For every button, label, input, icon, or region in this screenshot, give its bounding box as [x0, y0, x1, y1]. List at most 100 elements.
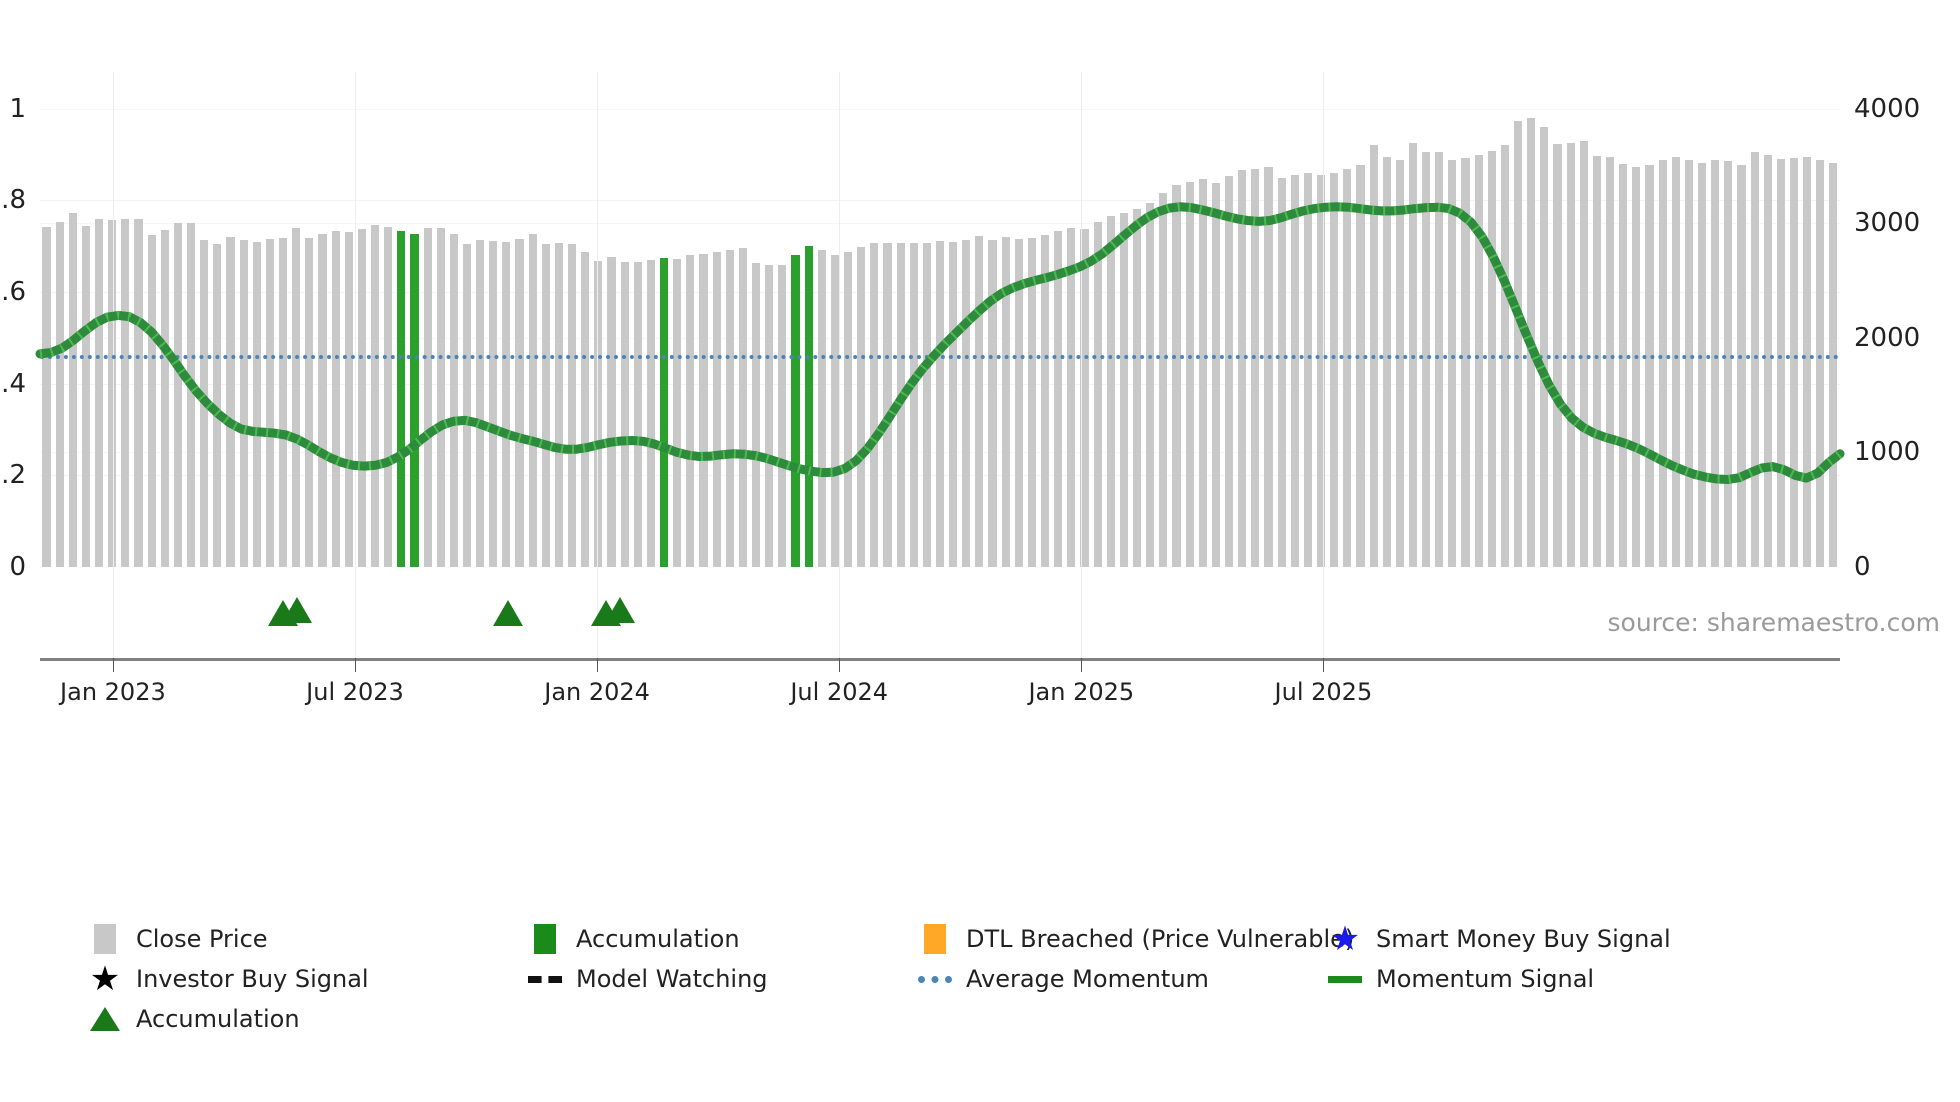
close-price-bar — [1277, 178, 1286, 567]
accumulation-bar — [410, 234, 419, 567]
close-price-bar — [265, 239, 274, 567]
close-price-bar — [1632, 166, 1641, 567]
right-axis-tick-label: 3000 — [1854, 208, 1921, 239]
close-price-bar — [1238, 169, 1247, 567]
close-price-bar — [489, 241, 498, 567]
close-price-bar — [68, 212, 77, 567]
close-price-bar — [1093, 222, 1102, 567]
legend-item[interactable]: Momentum Signal — [1328, 960, 1594, 998]
plot-area: 0 0.2 0.4 0.6 0.8 1 0 1000 2000 3000 4000 — [0, 72, 1920, 580]
close-price-bar — [1474, 154, 1483, 567]
accumulation-triangle-icon — [605, 597, 636, 623]
accumulation-triangle-icon — [493, 600, 523, 626]
right-axis-tick-label: 4000 — [1854, 93, 1921, 124]
close-price-bar — [568, 243, 577, 567]
chart-legend: Close Price Accumulation DTL Breached (Pri… — [88, 920, 1888, 1040]
x-gridline — [839, 72, 841, 658]
close-price-bar — [765, 265, 774, 567]
legend-item[interactable]: Accumulation — [88, 1000, 300, 1038]
momentum-signal-line — [35, 202, 1845, 484]
close-price-bar — [1303, 172, 1312, 567]
close-price-bar — [699, 253, 708, 567]
left-axis-tick-label: 0.6 — [0, 277, 26, 307]
x-tick-mark — [1323, 658, 1325, 672]
gridline — [40, 108, 1840, 110]
close-price-bar — [1172, 185, 1181, 567]
close-price-bar — [1080, 228, 1089, 567]
close-price-bar — [1185, 182, 1194, 567]
legend-item[interactable]: Close Price — [88, 920, 268, 958]
close-price-bar — [1224, 175, 1234, 567]
legend-item[interactable]: ★ Smart Money Buy Signal — [1328, 920, 1671, 958]
close-price-bar — [1750, 152, 1759, 567]
legend-label: Smart Money Buy Signal — [1376, 925, 1671, 953]
close-price-bar — [1606, 157, 1615, 567]
x-tick-label: Jul 2025 — [1274, 678, 1373, 706]
average-momentum-line — [40, 355, 1840, 360]
legend-item[interactable]: ★ Investor Buy Signal — [88, 960, 369, 998]
close-price-bar — [173, 223, 183, 567]
source-watermark: source: sharemaestro.com — [1607, 608, 1941, 637]
close-price-bar — [1382, 157, 1391, 567]
close-price-bar — [1789, 157, 1799, 567]
close-price-bar — [988, 239, 997, 567]
x-tick-mark — [597, 658, 599, 672]
close-price-bar — [962, 239, 971, 567]
close-price-bar — [1133, 208, 1142, 567]
close-price-bar — [1119, 212, 1128, 567]
orange-square-swatch — [918, 922, 952, 956]
close-price-bar — [1106, 216, 1115, 567]
x-tick-label: Jan 2023 — [60, 678, 166, 706]
close-price-bar — [1829, 162, 1838, 567]
legend-item[interactable]: Model Watching — [528, 960, 768, 998]
close-price-bar — [436, 228, 445, 567]
legend-item[interactable]: Average Momentum — [918, 960, 1209, 998]
x-gridline — [355, 72, 356, 658]
close-price-bar — [370, 224, 380, 567]
close-price-bar — [331, 231, 340, 567]
blue-star-swatch: ★ — [1329, 919, 1361, 959]
close-price-bar — [423, 228, 432, 567]
momentum-signal-path — [35, 202, 1845, 484]
left-axis-tick-label: 0.2 — [0, 460, 26, 491]
x-axis-line — [40, 658, 1840, 661]
close-price-bar — [1014, 239, 1023, 567]
right-axis-tick-label: 2000 — [1854, 322, 1921, 353]
close-price-bar — [778, 264, 787, 567]
gridline — [40, 223, 1840, 225]
close-price-bar — [42, 227, 51, 567]
close-price-bar — [1776, 159, 1785, 567]
close-price-bar — [528, 233, 537, 567]
close-price-bar — [226, 237, 235, 567]
legend-label: Momentum Signal — [1376, 965, 1595, 993]
legend-item[interactable]: DTL Breached (Price Vulnerable) — [918, 920, 1354, 958]
close-price-bar — [738, 248, 747, 567]
close-price-bar — [1251, 169, 1260, 567]
dotted-line-swatch — [918, 962, 952, 996]
close-price-bar — [1711, 159, 1720, 567]
legend-item[interactable]: Accumulation — [528, 920, 740, 958]
legend-label: Model Watching — [576, 965, 768, 993]
close-price-bar — [1290, 175, 1299, 567]
close-price-bar — [1592, 155, 1601, 567]
close-price-bar — [1027, 238, 1037, 567]
right-axis-tick-label: 0 — [1854, 552, 1871, 582]
close-price-bar — [1579, 140, 1588, 567]
close-price-bar — [1724, 160, 1733, 567]
close-price-bar — [318, 234, 327, 567]
x-tick-mark — [112, 658, 114, 672]
x-gridline — [112, 72, 114, 658]
legend-row: ★ Investor Buy Signal Model Watching Averag… — [88, 960, 1888, 998]
close-price-bar — [81, 226, 91, 567]
dashed-line-swatch — [528, 962, 562, 996]
close-price-bar — [1461, 157, 1470, 567]
accumulation-bar — [791, 254, 800, 567]
close-price-bar — [712, 251, 721, 567]
close-price-bar — [1264, 167, 1273, 567]
close-price-bar — [1146, 202, 1155, 567]
x-gridline — [1081, 72, 1083, 658]
close-price-bar — [187, 223, 196, 567]
close-price-bar — [1645, 164, 1654, 567]
close-price-bar — [1737, 164, 1746, 567]
legend-label: Average Momentum — [966, 965, 1209, 993]
